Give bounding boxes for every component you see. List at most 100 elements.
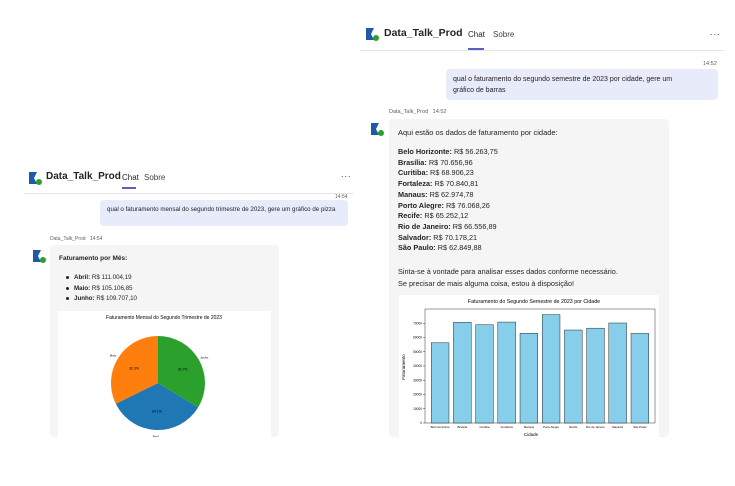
- city-value: R$ 65.252,12: [424, 211, 469, 221]
- city-name: Salvador: [398, 232, 429, 242]
- pie-slice: [111, 336, 158, 404]
- pie-slice: [115, 383, 199, 430]
- pie-outer-label: Maio: [110, 353, 117, 357]
- tab-sobre[interactable]: Sobre: [144, 173, 166, 182]
- bot-message-meta: Data_Talk_Prod 14:52: [389, 109, 446, 115]
- bot-sender-name: Data_Talk_Prod: [50, 236, 86, 242]
- city-name: São Paulo: [398, 243, 434, 253]
- x-tick-label: Curitiba: [480, 425, 490, 429]
- right-chat-header: Data_Talk_Prod Chat Sobre ...: [360, 17, 724, 51]
- user-message-line-1: qual o faturamento do segundo semestre d…: [453, 76, 673, 83]
- x-axis-label: Cidade: [524, 432, 539, 437]
- city-value: R$ 70.656,96: [428, 157, 473, 167]
- pie-chart-svg: Faturamento Mensal do Segundo Trimestre …: [106, 315, 222, 437]
- bot-avatar-icon: [371, 123, 384, 136]
- chart-title: Faturamento Mensal do Segundo Trimestre …: [106, 315, 222, 321]
- city-value: R$ 70.840,81: [434, 179, 479, 189]
- left-chat-header: Data_Talk_Prod Chat Sobre ...: [24, 161, 353, 194]
- bot-message-time: 14:54: [89, 236, 103, 242]
- left-chat-window: Data_Talk_Prod Chat Sobre ... 14:54 qual…: [24, 161, 353, 437]
- bar: [431, 342, 450, 424]
- city-row: Fortaleza: R$ 70.840,81: [398, 179, 479, 189]
- city-value: R$ 62.974,78: [429, 189, 474, 199]
- bot-intro-text: Aqui estão os dados de faturamento por c…: [398, 128, 558, 137]
- active-tab-indicator: [468, 48, 484, 50]
- tab-chat[interactable]: Chat: [122, 173, 139, 182]
- right-chat-window: Data_Talk_Prod Chat Sobre ... 14:52 qual…: [360, 17, 724, 437]
- city-value: R$ 56.263,75: [453, 147, 498, 156]
- city-value: R$ 66.556,89: [452, 221, 497, 231]
- bot-sender-name: Data_Talk_Prod: [389, 109, 429, 115]
- city-value: R$ 62.849,88: [437, 243, 482, 253]
- city-row: Belo Horizonte: R$ 56.263,75: [398, 147, 498, 156]
- tab-sobre[interactable]: Sobre: [493, 30, 515, 39]
- bar: [586, 327, 605, 424]
- bar: [519, 333, 538, 424]
- city-name: Rio de Janeiro: [398, 221, 449, 231]
- city-name: Porto Alegre: [398, 200, 442, 210]
- message-timestamp: 14:54: [335, 194, 348, 200]
- user-message-line-2: gráfico de barras: [453, 87, 506, 94]
- x-tick-label: Manaus: [524, 425, 535, 429]
- more-options-button[interactable]: ...: [710, 27, 721, 37]
- bot-message-meta: Data_Talk_Prod 14:54: [50, 236, 102, 242]
- pie-percent-label: 33.7%: [178, 368, 188, 372]
- city-value: R$ 76.068,26: [446, 200, 490, 210]
- y-tick-label: 20000: [413, 393, 422, 397]
- pie-slice: [158, 336, 205, 408]
- x-tick-label: Porto Alegre: [543, 425, 559, 429]
- bot-message-card: Aqui estão os dados de faturamento por c…: [389, 119, 669, 437]
- bot-heading: Faturamento por Mês:: [59, 255, 128, 262]
- message-timestamp: 14:52: [703, 61, 717, 67]
- city-row: Porto Alegre: R$ 76.068,26: [398, 200, 490, 210]
- bot-closing-line-1: Sinta-se à vontade para analisar esses d…: [398, 267, 618, 276]
- user-message-text: qual o faturamento mensal do segundo tri…: [107, 206, 336, 213]
- y-tick-label: 60000: [413, 336, 422, 340]
- bar: [453, 322, 472, 424]
- y-tick-label: 0: [420, 421, 422, 425]
- bar: [608, 322, 627, 424]
- x-tick-label: Rio de Janeiro: [586, 425, 605, 429]
- x-tick-label: Recife: [569, 425, 578, 429]
- more-options-button[interactable]: ...: [341, 169, 352, 179]
- city-list: Belo Horizonte: R$ 56.263,75 Brasília: R$…: [398, 147, 498, 254]
- bot-message-card: Faturamento por Mês: Abril: R$ 111.004,1…: [50, 245, 279, 437]
- y-tick-label: 70000: [413, 321, 422, 325]
- active-tab-indicator: [122, 187, 136, 189]
- user-message-bubble: qual o faturamento mensal do segundo tri…: [100, 200, 348, 226]
- city-value: R$ 68.906,23: [430, 168, 474, 178]
- app-icon: [366, 28, 379, 41]
- list-item: Abril: R$ 111.004,19: [64, 273, 137, 284]
- city-row: Manaus: R$ 62.974,78: [398, 189, 474, 199]
- x-tick-label: Salvador: [612, 425, 623, 429]
- user-message-bubble: qual o faturamento do segundo semestre d…: [446, 69, 718, 100]
- bar: [564, 329, 583, 424]
- y-tick-label: 40000: [413, 364, 422, 368]
- month-list: Abril: R$ 111.004,19 Maio: R$ 105.106,85…: [64, 273, 137, 305]
- x-tick-label: Belo Horizonte: [431, 425, 450, 429]
- city-name: Recife: [398, 211, 420, 221]
- pie-outer-label: Abril: [153, 434, 159, 437]
- pie-chart: Faturamento Mensal do Segundo Trimestre …: [58, 311, 271, 437]
- bar-chart: Faturamento do Segundo Semestre de 2023 …: [399, 295, 659, 437]
- y-tick-label: 10000: [413, 407, 422, 411]
- city-row: Salvador: R$ 70.178,21: [398, 232, 478, 242]
- app-title: Data_Talk_Prod: [384, 27, 463, 39]
- city-name: Belo Horizonte: [398, 147, 450, 156]
- bot-avatar-icon: [33, 250, 46, 263]
- bar: [630, 333, 649, 424]
- pie-outer-label: Junho: [200, 355, 209, 359]
- city-row: Curitiba: R$ 68.906,23: [398, 168, 474, 178]
- city-name: Manaus: [398, 189, 426, 199]
- city-value: R$ 70.178,21: [433, 232, 478, 242]
- pie-percent-label: 32.3%: [129, 367, 139, 371]
- chart-title: Faturamento do Segundo Semestre de 2023 …: [468, 299, 600, 305]
- y-axis-label: Faturamento: [401, 354, 406, 380]
- bot-closing-line-2: Se precisar de mais alguma coisa, estou …: [398, 279, 575, 288]
- tab-chat[interactable]: Chat: [468, 30, 485, 39]
- x-tick-label: Fortaleza: [501, 425, 513, 429]
- y-tick-label: 50000: [413, 350, 422, 354]
- y-tick-label: 30000: [413, 378, 422, 382]
- city-row: São Paulo: R$ 62.849,88: [398, 243, 482, 253]
- x-tick-label: Brasília: [457, 425, 467, 429]
